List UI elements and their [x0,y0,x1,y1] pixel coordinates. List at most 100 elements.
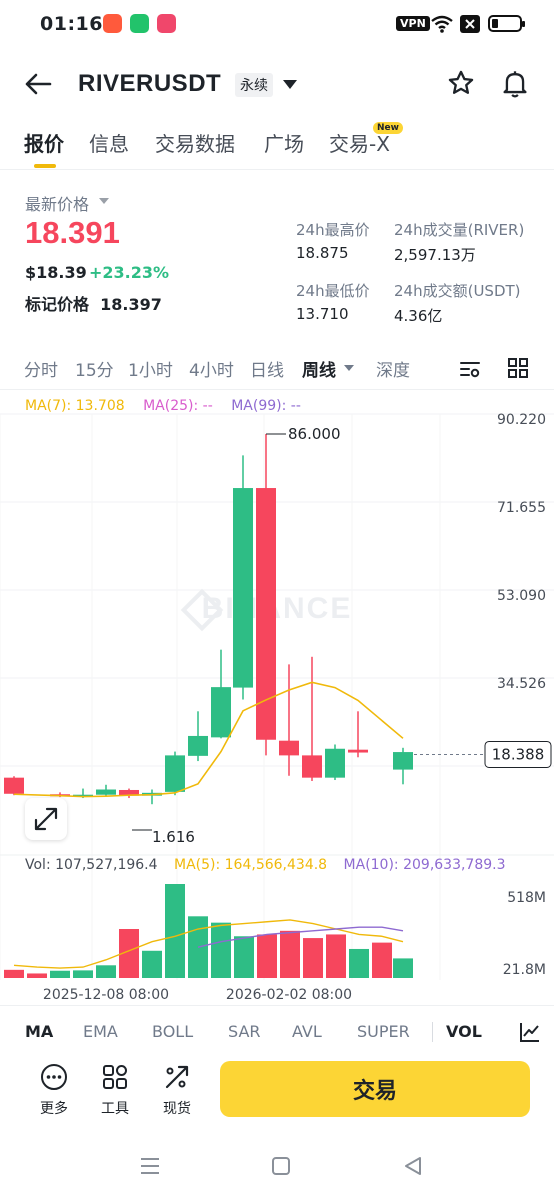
system-nav-bar [0,1140,554,1200]
home-icon[interactable] [271,1156,291,1176]
candle-up [325,748,345,778]
fullscreen-button[interactable] [25,798,67,840]
interval-15m[interactable]: 15分 [75,361,114,381]
back-arrow-icon[interactable] [24,72,52,96]
volume-bar [280,930,300,978]
tab-square[interactable]: 广场 [264,132,304,156]
indicator-ema[interactable]: EMA [83,1022,118,1041]
x-axis-label: 2026-02-02 08:00 [226,987,352,1003]
star-icon[interactable] [447,69,475,97]
volume-bar [234,936,254,978]
app-notification-icon-2 [130,14,149,33]
y-tick-label: 90.220 [497,412,546,428]
candle-down [256,488,276,740]
battery-icon [488,15,525,32]
recent-apps-icon[interactable] [139,1156,161,1176]
volume-bar [257,934,277,978]
volume-bar [326,934,346,978]
spot-icon [165,1065,189,1089]
tab-trade-x[interactable]: 交易-X [329,132,390,156]
indicator-super[interactable]: SUPER [357,1022,410,1041]
top-tabs: 报价 信息 交易数据 广场 交易-X [0,122,554,170]
expand-icon [34,807,58,831]
volume-bar [165,884,185,978]
candle-up [188,735,208,756]
low-annotation: 1.616 [152,828,195,846]
last-price-tag-box [484,740,552,768]
chart-settings-icon[interactable] [458,357,482,381]
no-sim-icon [460,15,480,33]
interval-selector: 分时 15分 1小时 4小时 日线 周线 深度 [0,350,554,390]
kline-chart[interactable]: BINANCE 90.220 71.655 53.090 34.526 86.000 1.… [0,390,554,1005]
latest-price-label[interactable]: 最新价格 [25,195,90,214]
indicator-vol[interactable]: VOL [446,1022,482,1041]
latest-price-dropdown-icon[interactable] [99,198,109,204]
ma-legend: MA(7): 13.708 MA(25): -- MA(99): -- [25,398,301,414]
back-icon[interactable] [403,1156,423,1176]
volume-bar [96,965,116,978]
more-icon [41,1064,67,1090]
volume-bar [119,929,139,978]
indicator-boll[interactable]: BOLL [152,1022,194,1041]
status-bar: 01:16 VPN [0,0,554,50]
binance-watermark: BINANCE [202,592,353,625]
mark-price-row: 标记价格 18.397 [25,291,162,315]
interval-1w[interactable]: 周线 [302,361,336,381]
low-24h-value: 13.710 [296,305,349,323]
interval-4h[interactable]: 4小时 [189,361,234,381]
volume-legend-ma5: MA(5): 164,566,434.8 [174,857,328,873]
volume-bar [27,973,47,978]
bottom-action-bar: 更多 工具 现货 交易 [0,1055,554,1135]
indicator-sar[interactable]: SAR [228,1022,261,1041]
turnover-24h-label: 24h成交额(USDT) [394,282,521,300]
ma7-legend: MA(7): 13.708 [25,398,125,414]
y-tick-label: 34.526 [497,676,546,692]
trade-button[interactable]: 交易 [220,1061,530,1117]
candle-down [4,777,24,794]
y-tick-label: 53.090 [497,588,546,604]
interval-time-sharing[interactable]: 分时 [24,361,58,381]
volume-bar [211,922,231,978]
bell-icon[interactable] [501,69,529,99]
tab-trading-data[interactable]: 交易数据 [155,132,235,156]
header: RIVERUSDT 永续 [0,58,554,112]
spot-button[interactable]: 现货 [152,1063,202,1118]
high-24h-value: 18.875 [296,244,349,262]
spot-label: 现货 [163,1101,191,1117]
contract-type-tag: 永续 [235,73,273,97]
volume-legend-vol: Vol: 107,527,196.4 [25,857,158,873]
tab-info[interactable]: 信息 [89,132,129,156]
vol-ma10-line [197,926,404,948]
volume-bar [73,970,93,978]
kline-chart-canvas[interactable]: BINANCE 90.220 71.655 53.090 34.526 86.000 1.… [0,390,554,1005]
indicator-chart-icon[interactable] [518,1020,542,1044]
volume-bar [393,958,413,978]
tools-button[interactable]: 工具 [90,1063,140,1118]
vpn-badge: VPN [396,16,430,31]
last-price-tag: 18.388 [492,745,545,763]
indicator-ma[interactable]: MA [25,1022,54,1041]
more-button[interactable]: 更多 [29,1063,79,1118]
tools-label: 工具 [101,1101,129,1117]
new-badge: New [373,122,403,134]
interval-1h[interactable]: 1小时 [128,361,173,381]
interval-depth[interactable]: 深度 [376,361,410,381]
tab-quotes[interactable]: 报价 [24,132,64,156]
symbol-dropdown-icon[interactable] [283,80,297,89]
candle-down [119,789,139,796]
symbol-title[interactable]: RIVERUSDT [78,70,222,97]
status-time: 01:16 [40,13,103,35]
indicator-divider [432,1022,433,1042]
grid-layout-icon[interactable] [507,357,529,379]
volume-legend: Vol: 107,527,196.4 MA(5): 164,566,434.8 … [25,857,506,873]
indicator-avl[interactable]: AVL [292,1022,322,1041]
y-tick-label: 71.655 [497,500,546,516]
interval-1w-dropdown-icon[interactable] [344,365,354,371]
price-summary: 最新价格 18.391 $18.39 +23.23% 标记价格 18.397 2… [0,185,554,325]
volume-bar [50,970,70,978]
interval-1d[interactable]: 日线 [250,361,284,381]
app-notification-icon-1 [103,14,122,33]
indicator-tabs: MA EMA BOLL SAR AVL SUPER VOL M [0,1005,554,1055]
high-annotation: 86.000 [288,425,341,443]
volume-24h-label: 24h成交量(RIVER) [394,221,525,239]
